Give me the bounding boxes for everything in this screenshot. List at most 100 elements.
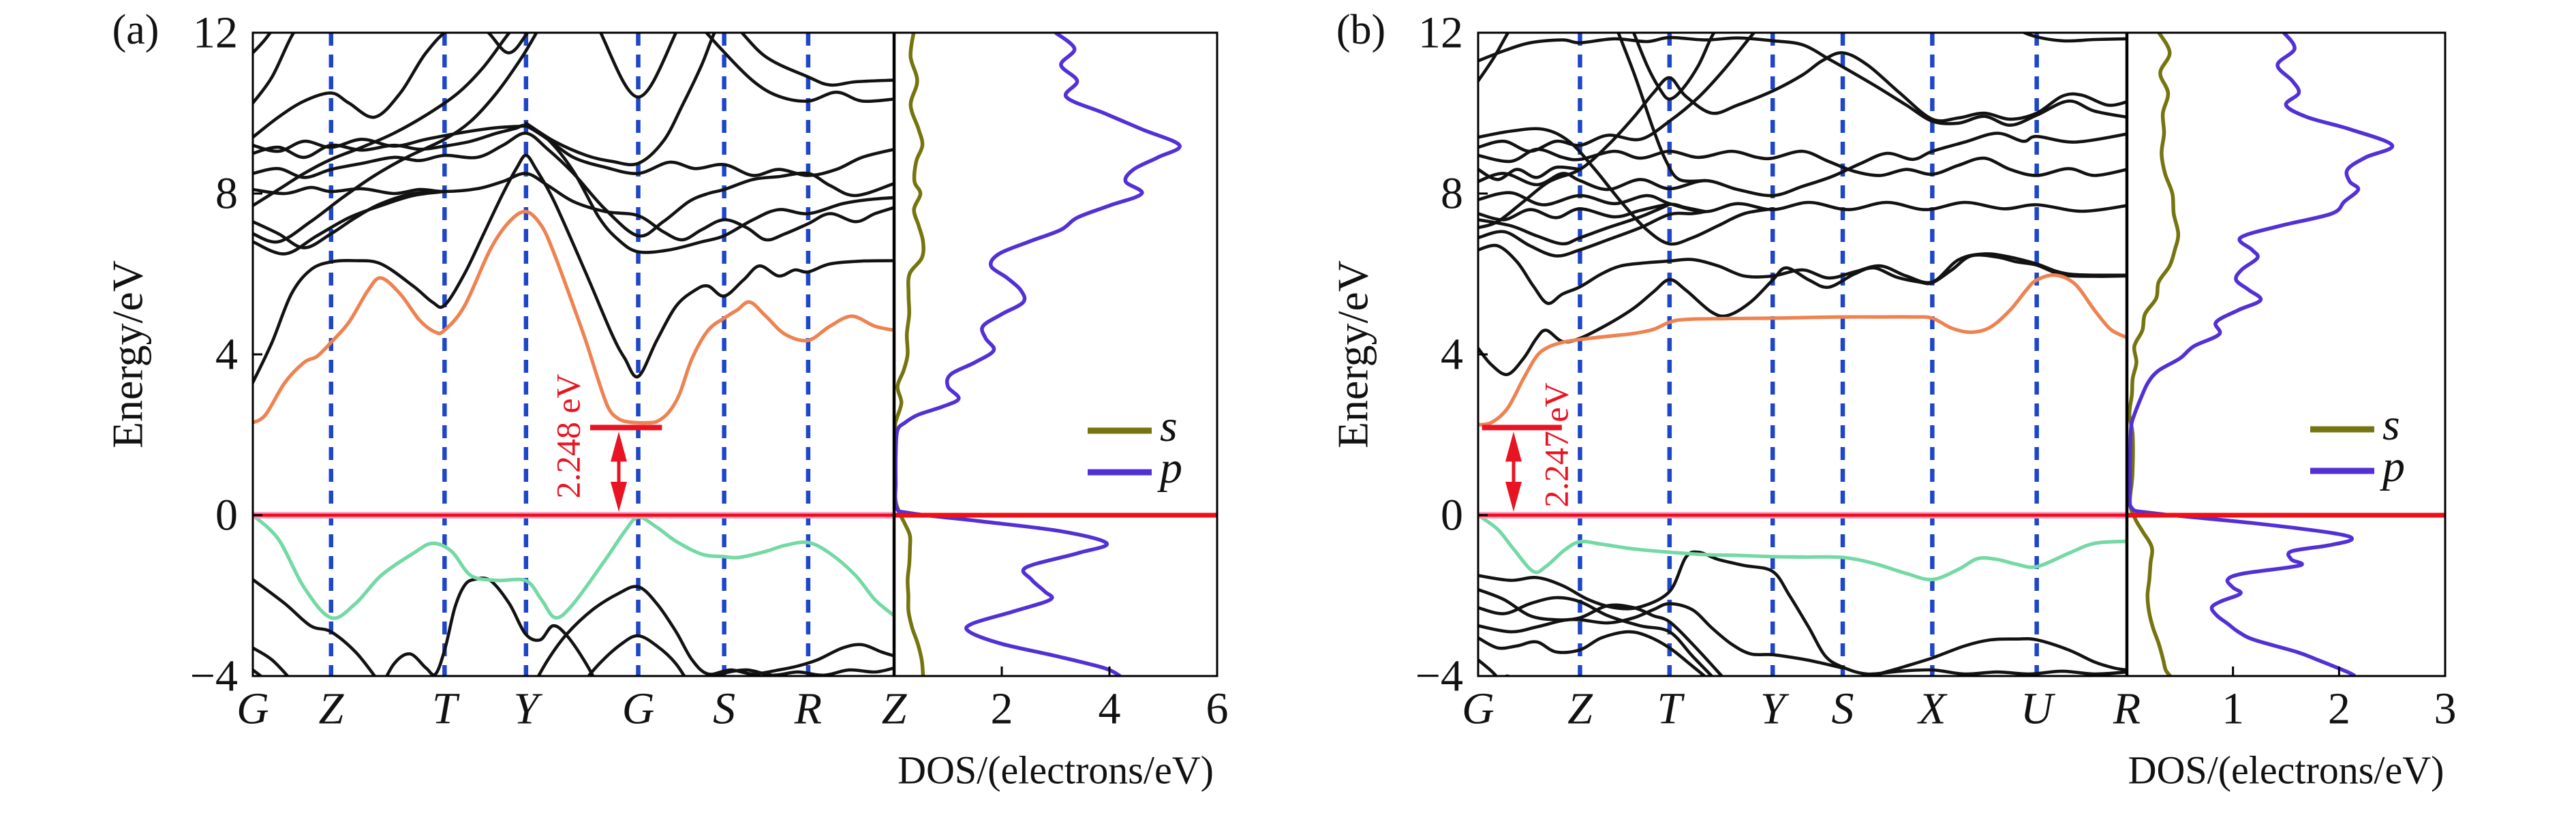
band-curve: [253, 189, 446, 249]
k-point-label: X: [1916, 684, 1948, 734]
band-curve: [1478, 550, 2127, 676]
conduction-band-curve: [1478, 273, 2127, 427]
band-curve: [1478, 165, 1582, 181]
band-curve: [253, 124, 528, 153]
y-tick-label: −4: [190, 651, 238, 701]
band-gap-annotation-a: [589, 425, 662, 512]
band-curve: [586, 634, 686, 676]
band-axes-box: [251, 31, 895, 677]
dos-x-tick-label: 3: [2434, 684, 2457, 734]
k-point-label: G: [236, 684, 269, 734]
dos-s-curve: [2127, 33, 2181, 676]
band-gap-label: 2.247 eV: [1537, 382, 1575, 507]
y-tick-label: −4: [1415, 651, 1463, 701]
dos-x-tick-label: 2: [2328, 684, 2350, 734]
band-curve: [253, 33, 894, 139]
band-curve: [1478, 202, 1707, 221]
valence-band-curve: [253, 513, 894, 620]
gap-arrow-head-down: [1505, 482, 1522, 512]
k-point-label: T: [1657, 684, 1685, 734]
k-point-label: Y: [514, 684, 543, 734]
band-curve: [710, 666, 894, 676]
conduction-band-curve: [253, 209, 894, 425]
dos-plot-area-a: [894, 33, 1217, 676]
band-plot-area-b: [1478, 33, 2127, 676]
dos-legend-a: [1088, 427, 1152, 476]
band-curve: [1478, 147, 2127, 177]
band-curve: [524, 33, 717, 166]
band-curve: [1478, 630, 1707, 676]
band-curve: [1616, 33, 1707, 183]
dos-x-tick-label: 2: [991, 684, 1013, 734]
dos-legend-b: [2310, 426, 2374, 474]
band-curve: [384, 576, 595, 676]
y-tick-label: 8: [215, 169, 238, 219]
gap-arrow-head-up: [1505, 431, 1522, 462]
y-tick-label: 8: [1441, 169, 1463, 219]
band-curve: [524, 123, 894, 254]
dos-plot-area-b: [2127, 33, 2445, 676]
band-curve: [1868, 636, 2127, 676]
axes-frame-a: [251, 31, 1218, 677]
band-curve: [253, 33, 538, 244]
dos-s-curve: [894, 33, 925, 676]
legend-s-label: s: [1160, 401, 1178, 451]
y-tick-label: 4: [215, 330, 238, 380]
k-point-label: S: [1832, 684, 1854, 734]
band-curve: [1478, 210, 1707, 258]
band-curve: [1478, 35, 2127, 127]
dos-p-curve: [894, 33, 1182, 676]
dos-p-curve: [2127, 33, 2394, 676]
k-point-label: Y: [1760, 684, 1790, 734]
band-curve: [1478, 658, 1499, 676]
gap-arrow-head-up: [611, 431, 627, 462]
band-curve: [253, 189, 446, 256]
dos-x-tick-label: 6: [1206, 684, 1229, 734]
k-point-label: R: [794, 684, 822, 734]
dos-x-tick-label: 1: [2222, 684, 2244, 734]
band-axes-box: [1477, 31, 2128, 677]
k-point-label: Z: [1567, 684, 1593, 734]
band-curve: [1478, 132, 2127, 198]
dos-axes-box: [893, 31, 1218, 677]
dos-axes-box: [2126, 31, 2447, 677]
band-curve: [536, 585, 894, 676]
band-curve: [253, 646, 290, 676]
panel-tag-a: (a): [112, 7, 159, 53]
band-curve: [253, 668, 264, 676]
band-curve: [1478, 33, 1510, 83]
band-curve: [1478, 587, 1724, 676]
legend-p-label: p: [1157, 443, 1182, 493]
band-curve: [1478, 243, 2127, 305]
band-curve: [1478, 202, 1672, 246]
band-curve: [1631, 33, 1716, 101]
valence-band-curve: [1478, 513, 2127, 582]
k-point-label: U: [2021, 684, 2056, 734]
dos-axis-title: DOS/(electrons/eV): [2128, 748, 2444, 792]
k-point-label: Z: [318, 684, 344, 734]
y-tick-label: 12: [193, 8, 238, 58]
panel-tag-b: (b): [1336, 7, 1385, 53]
legend-s-label: s: [2382, 400, 2400, 450]
band-curve: [253, 153, 894, 384]
dos-axis-title: DOS/(electrons/eV): [898, 748, 1214, 792]
k-point-label: S: [713, 684, 735, 734]
energy-axis-title: Energy/eV: [104, 260, 152, 448]
band-curve: [1478, 127, 1775, 246]
band-gap-annotation-b: [1482, 425, 1562, 512]
k-point-label: G: [1462, 684, 1494, 734]
band-curve: [253, 172, 894, 242]
y-tick-label: 12: [1418, 8, 1463, 58]
legend-p-label: p: [2380, 442, 2405, 491]
axes-frame-b: [1477, 31, 2447, 677]
band-gap-label: 2.248 eV: [549, 373, 587, 498]
gap-arrow-head-down: [611, 482, 627, 512]
band-curve: [253, 33, 273, 55]
k-point-label: R: [2113, 684, 2141, 734]
energy-axis-title: Energy/eV: [1329, 260, 1377, 448]
